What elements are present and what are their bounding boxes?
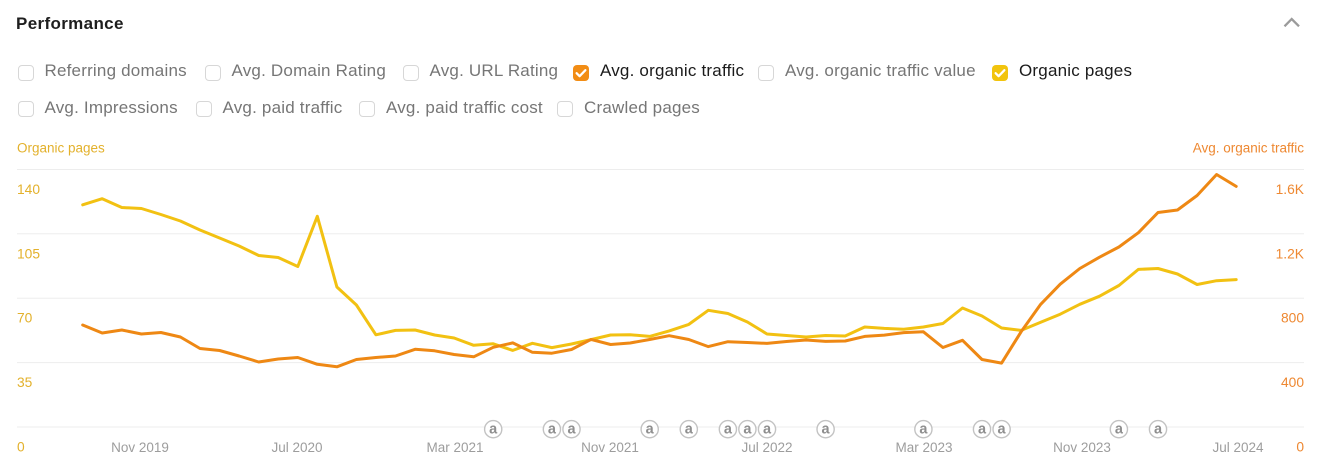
svg-text:a: a xyxy=(646,421,655,437)
svg-text:Jul 2022: Jul 2022 xyxy=(741,440,792,455)
svg-text:a: a xyxy=(743,421,752,437)
svg-text:a: a xyxy=(822,421,831,437)
svg-text:a: a xyxy=(1154,421,1163,437)
svg-text:a: a xyxy=(548,421,557,437)
svg-text:1.2K: 1.2K xyxy=(1276,246,1305,261)
svg-text:Jul 2020: Jul 2020 xyxy=(271,440,322,455)
svg-text:Nov 2023: Nov 2023 xyxy=(1053,440,1111,455)
svg-text:Mar 2021: Mar 2021 xyxy=(426,440,483,455)
svg-text:a: a xyxy=(489,421,498,437)
svg-text:a: a xyxy=(567,421,576,437)
svg-text:a: a xyxy=(919,421,928,437)
svg-text:0: 0 xyxy=(17,439,25,454)
svg-text:a: a xyxy=(978,421,987,437)
svg-text:a: a xyxy=(685,421,694,437)
svg-text:140: 140 xyxy=(17,182,40,197)
svg-text:Jul 2024: Jul 2024 xyxy=(1212,440,1264,455)
svg-text:0: 0 xyxy=(1296,439,1304,454)
svg-text:800: 800 xyxy=(1281,311,1304,326)
svg-text:a: a xyxy=(998,421,1007,437)
svg-text:a: a xyxy=(1115,421,1124,437)
svg-text:400: 400 xyxy=(1281,375,1304,390)
svg-text:a: a xyxy=(763,421,772,437)
svg-text:a: a xyxy=(724,421,733,437)
svg-text:Nov 2021: Nov 2021 xyxy=(581,440,639,455)
svg-text:Mar 2023: Mar 2023 xyxy=(895,440,952,455)
svg-text:Organic pages: Organic pages xyxy=(17,140,105,155)
svg-text:35: 35 xyxy=(17,375,33,390)
svg-text:Avg. organic traffic: Avg. organic traffic xyxy=(1193,140,1305,155)
svg-text:105: 105 xyxy=(17,246,40,261)
svg-text:70: 70 xyxy=(17,311,33,326)
svg-text:Nov 2019: Nov 2019 xyxy=(111,440,169,455)
svg-text:1.6K: 1.6K xyxy=(1276,182,1305,197)
